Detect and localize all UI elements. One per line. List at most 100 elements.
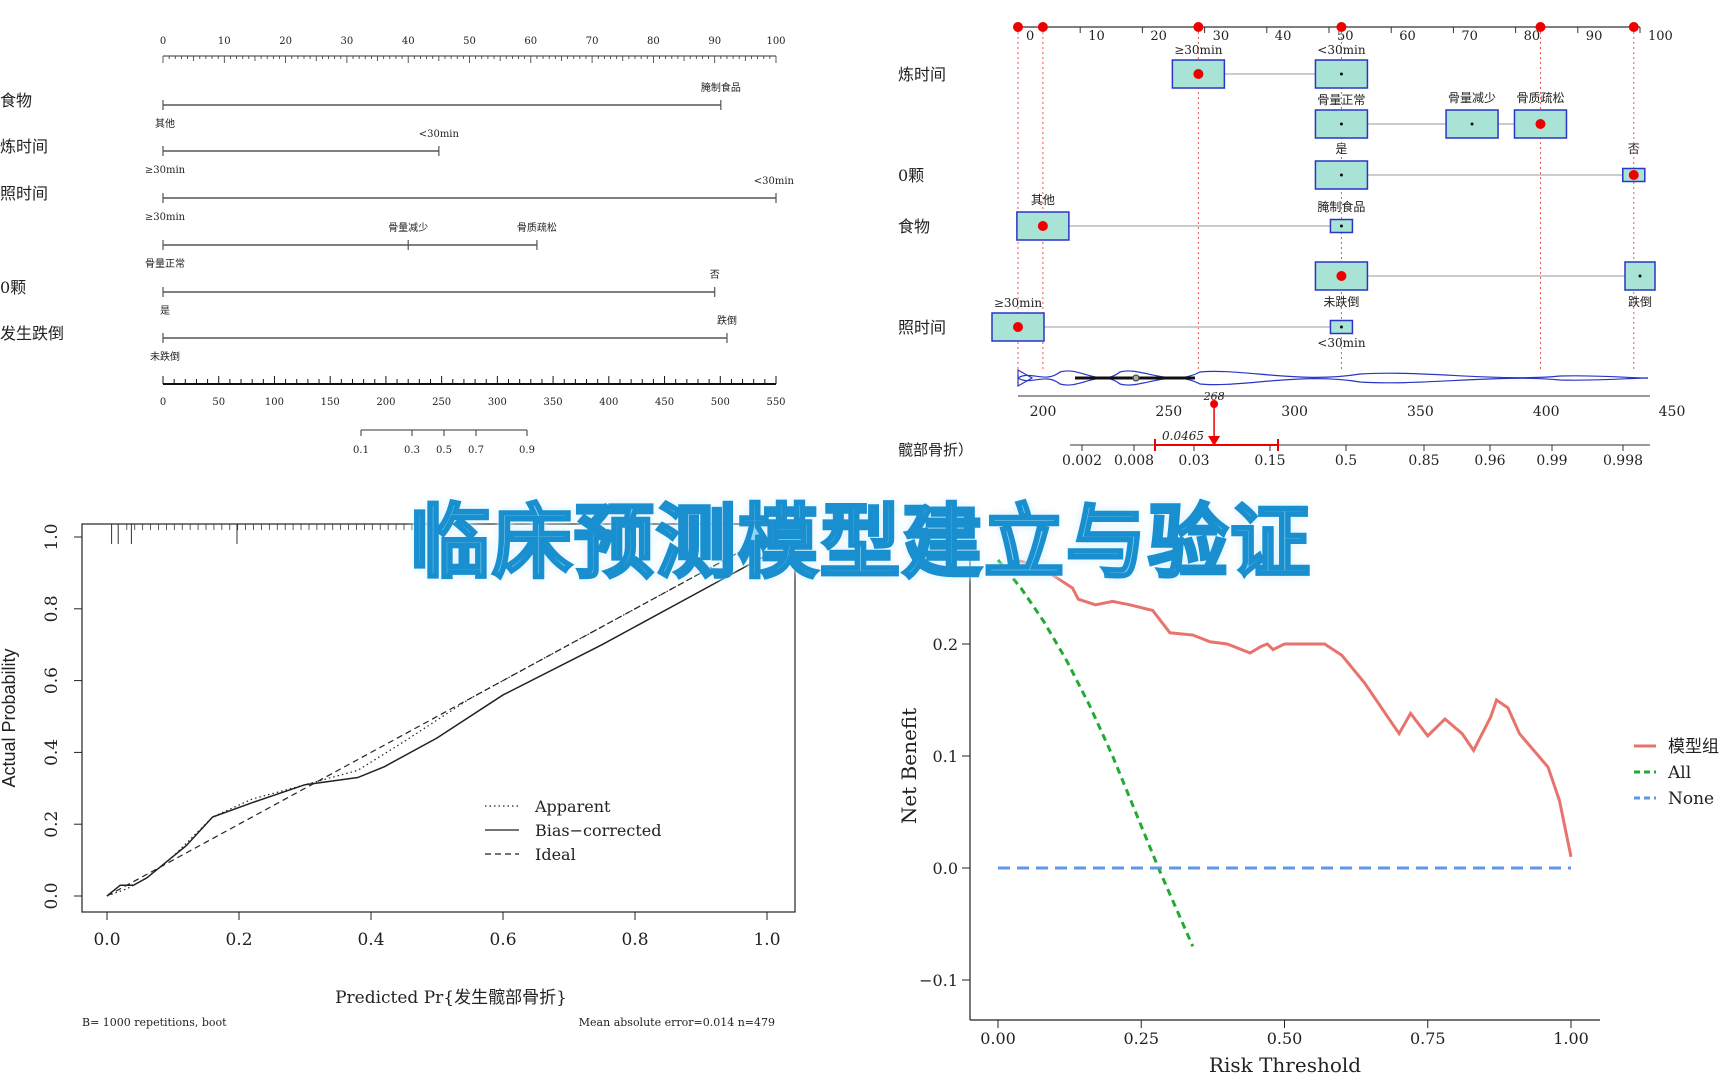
category-dot xyxy=(1339,173,1343,177)
title-banner: 临床预测模型建立与验证 xyxy=(409,495,1312,591)
x-tick-label: 0.00 xyxy=(980,1029,1016,1048)
total-axis-tick-label: 300 xyxy=(1281,404,1308,420)
x-axis-label: Predicted Pr{发生髋部骨折} xyxy=(335,988,567,1008)
variable-label: 照时间 xyxy=(0,184,48,203)
distribution-median xyxy=(1132,374,1140,382)
category-label: 其他 xyxy=(1031,193,1055,207)
variable-label: 食物 xyxy=(0,91,32,110)
category-dot xyxy=(1638,274,1642,278)
x-tick-label: 1.00 xyxy=(1553,1029,1589,1048)
total-axis-tick-label: 450 xyxy=(1659,404,1686,420)
points-axis-tick-label: 60 xyxy=(524,36,537,47)
total-points-tick-label: 100 xyxy=(265,397,284,408)
selected-point-marker xyxy=(1193,22,1204,32)
selected-point-marker xyxy=(1037,22,1048,32)
risk-axis-tick-label: 0.85 xyxy=(1408,453,1439,469)
x-tick-label: 0.6 xyxy=(489,930,516,950)
legend-label: Apparent xyxy=(534,797,611,816)
x-tick-label: 0.0 xyxy=(93,930,120,950)
risk-axis-tick-label: 0.5 xyxy=(436,445,452,456)
legend-label: None xyxy=(1668,789,1714,809)
risk-axis-tick-label: 0.9 xyxy=(519,445,535,456)
points-axis-tick-label: 20 xyxy=(1150,29,1167,44)
points-axis-tick-label: 60 xyxy=(1399,29,1416,44)
category-label: 骨质疏松 xyxy=(1516,90,1564,105)
y-tick-label: 0.0 xyxy=(933,859,958,878)
points-axis-tick-label: 70 xyxy=(1461,29,1478,44)
risk-axis-tick-label: 0.008 xyxy=(1114,453,1154,469)
risk-arrow xyxy=(1208,436,1221,446)
y-tick-label: 0.2 xyxy=(42,811,62,838)
category-label: 否 xyxy=(1628,142,1640,156)
risk-axis-tick-label: 0.03 xyxy=(1178,453,1209,469)
y-axis-label: Actual Probability xyxy=(0,648,19,787)
points-axis-tick-label: 0 xyxy=(1026,29,1034,44)
selected-dot xyxy=(1336,271,1347,281)
points-axis-tick-label: 70 xyxy=(586,36,599,47)
points-axis-tick-label: 30 xyxy=(1213,29,1230,44)
level-label: ≥30min xyxy=(145,165,186,176)
selected-dot xyxy=(1013,322,1023,332)
y-tick-label: 0.6 xyxy=(42,667,62,694)
series-All xyxy=(996,559,1195,948)
footer-right: Mean absolute error=0.014 n=479 xyxy=(579,1016,775,1029)
category-label: 腌制食品 xyxy=(1317,199,1365,214)
legend-label: All xyxy=(1667,763,1691,783)
total-points-tick-label: 400 xyxy=(599,397,618,408)
footer-left: B= 1000 repetitions, boot xyxy=(82,1016,227,1029)
y-axis-label: Net Benefit xyxy=(897,708,921,824)
x-tick-label: 1.0 xyxy=(753,930,780,950)
total-points-tick-label: 200 xyxy=(376,397,395,408)
predicted-risk-label: 0.0465 xyxy=(1162,429,1204,443)
category-dot xyxy=(1339,72,1343,76)
x-tick-label: 0.2 xyxy=(225,930,252,950)
level-label: 未跌倒 xyxy=(150,350,180,363)
level-label: 骨质疏松 xyxy=(517,221,557,234)
level-label: <30min xyxy=(754,176,795,187)
distribution-violin-bottom xyxy=(1017,377,1649,386)
level-label: 否 xyxy=(710,269,720,281)
risk-axis-tick-label: 0.998 xyxy=(1603,453,1643,469)
level-label: ≥30min xyxy=(145,212,186,223)
total-axis-tick-label: 250 xyxy=(1155,404,1182,420)
category-label: 未跌倒 xyxy=(1323,294,1359,309)
points-axis-tick-label: 90 xyxy=(708,36,721,47)
category-label: 骨量正常 xyxy=(1317,93,1365,107)
points-axis-tick-label: 80 xyxy=(647,36,660,47)
risk-axis-tick-label: 0.1 xyxy=(353,445,369,456)
series-模型组 xyxy=(1014,558,1573,858)
total-axis-tick-label: 200 xyxy=(1030,404,1057,420)
points-axis-tick-label: 20 xyxy=(279,36,292,47)
category-dot xyxy=(1339,325,1343,329)
risk-axis-tick-label: 0.7 xyxy=(468,445,484,456)
points-axis-tick-label: 40 xyxy=(1275,29,1292,44)
variable-label: 炼时间 xyxy=(0,137,48,156)
level-label: 腌制食品 xyxy=(701,81,741,94)
selected-dot xyxy=(1193,69,1204,79)
points-axis-tick-label: 80 xyxy=(1524,29,1541,44)
level-label: 其他 xyxy=(155,117,175,130)
risk-axis-tick-label: 0.99 xyxy=(1536,453,1567,469)
category-dot xyxy=(1339,122,1343,126)
x-tick-label: 0.8 xyxy=(621,930,648,950)
variable-label: 发生跌倒 xyxy=(0,324,64,343)
x-axis-label: Risk Threshold xyxy=(1209,1053,1361,1077)
level-label: 是 xyxy=(160,305,170,317)
y-tick-label: 1.0 xyxy=(42,523,62,550)
selected-point-marker xyxy=(1535,22,1546,32)
total-points-tick-label: 50 xyxy=(212,397,225,408)
total-points-tick-label: 450 xyxy=(655,397,674,408)
total-points-tick-label: 350 xyxy=(544,397,563,408)
variable-label: 0颗 xyxy=(0,278,26,297)
legend-label: 模型组 xyxy=(1668,737,1719,757)
selected-point-marker xyxy=(1013,22,1023,32)
row-label: 食物 xyxy=(898,217,930,236)
category-dot xyxy=(1470,122,1474,126)
points-axis-tick-label: 40 xyxy=(402,36,415,47)
level-label: 跌倒 xyxy=(717,314,737,327)
total-points-tick-label: 500 xyxy=(711,397,730,408)
category-box xyxy=(1016,211,1070,241)
y-tick-label: 0.8 xyxy=(42,595,62,622)
